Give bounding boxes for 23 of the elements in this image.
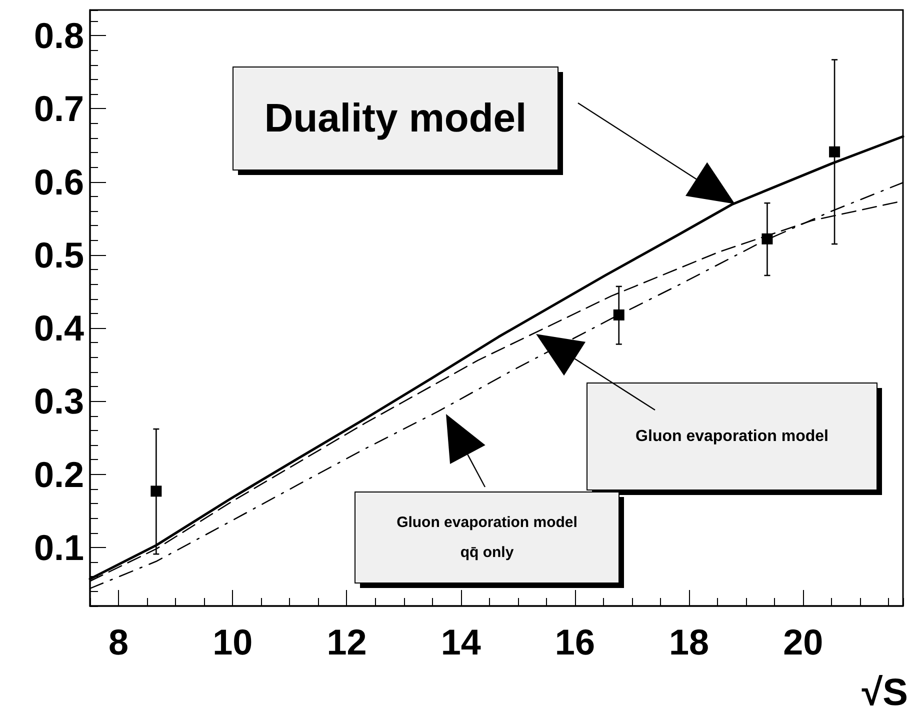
x-tick-label: 16 bbox=[554, 622, 595, 662]
y-tick-label: 0.5 bbox=[34, 234, 84, 276]
x-axis-title: √S bbox=[862, 672, 908, 714]
y-tick-label: 0.7 bbox=[34, 88, 84, 130]
point bbox=[150, 486, 162, 497]
y-tick-label: 0.8 bbox=[34, 15, 84, 56]
x-tick-label: 18 bbox=[669, 622, 710, 662]
x-tick-label: 10 bbox=[212, 622, 253, 662]
y-tick-label: 0.3 bbox=[34, 380, 84, 422]
y-tick-label: 0.4 bbox=[34, 308, 84, 349]
y-tick-label: 0.1 bbox=[34, 526, 84, 568]
x-tick-label: 8 bbox=[108, 622, 129, 662]
x-tick-label: 14 bbox=[440, 622, 481, 662]
annotation: Gluon evaporation model bbox=[636, 428, 828, 445]
y-tick-label: 0.6 bbox=[34, 161, 84, 202]
point bbox=[762, 233, 773, 244]
point bbox=[829, 146, 840, 158]
point bbox=[613, 309, 624, 320]
annotation: Gluon evaporation model qq̄ only bbox=[396, 514, 578, 562]
x-tick-label: 12 bbox=[326, 622, 367, 662]
x-tick-label: 20 bbox=[783, 622, 824, 662]
y-tick-label: 0.2 bbox=[34, 454, 84, 495]
annotation: Duality model bbox=[264, 96, 527, 140]
